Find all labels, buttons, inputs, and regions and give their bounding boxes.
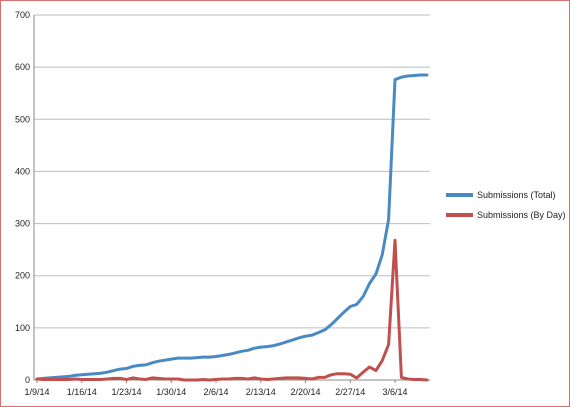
y-tick-label: 0 — [25, 375, 30, 385]
x-axis: 1/9/14 1/16/14 1/23/14 1/30/14 2/6/14 2/13/14… — [24, 380, 408, 397]
y-tick-label: 600 — [15, 62, 30, 72]
x-tick-label: 2/27/14 — [335, 387, 365, 397]
x-tick-label: 1/23/14 — [111, 387, 141, 397]
y-axis: 0 100 200 300 400 500 600 700 — [15, 10, 35, 385]
y-tick-label: 700 — [15, 10, 30, 20]
legend: Submissions (Total) Submissions (By Day) — [446, 190, 566, 220]
y-tick-label: 400 — [15, 166, 30, 176]
x-tick-label: 3/6/14 — [383, 387, 408, 397]
x-tick-label: 2/13/14 — [246, 387, 276, 397]
x-tick-label: 2/6/14 — [204, 387, 229, 397]
x-tick-label: 2/20/14 — [291, 387, 321, 397]
series-lines — [35, 73, 429, 382]
legend-label-1: Submissions (Total) — [477, 190, 556, 200]
x-tick-label: 1/9/14 — [24, 387, 49, 397]
x-tick-label: 1/16/14 — [67, 387, 97, 397]
x-tick-label: 1/30/14 — [156, 387, 186, 397]
gridlines — [34, 14, 430, 381]
series-line-1 — [35, 73, 429, 381]
y-tick-label: 100 — [15, 323, 30, 333]
y-tick-label: 500 — [15, 114, 30, 124]
legend-label-2: Submissions (By Day) — [477, 210, 566, 220]
y-tick-label: 300 — [15, 219, 30, 229]
y-tick-label: 200 — [15, 271, 30, 281]
series-line-2 — [35, 238, 429, 382]
